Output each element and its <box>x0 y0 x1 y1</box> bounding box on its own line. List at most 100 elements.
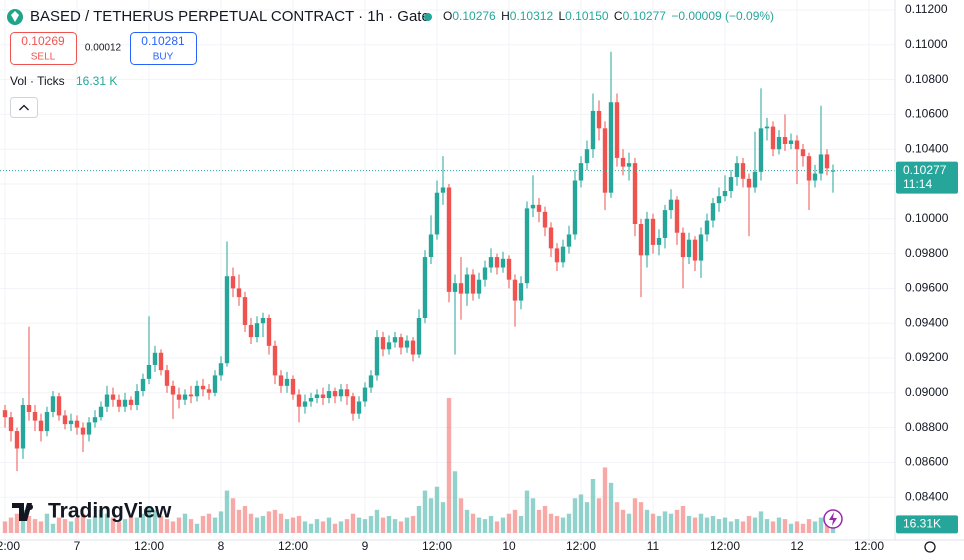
volume-bar <box>464 509 470 533</box>
candle-body <box>590 110 596 150</box>
candle-body <box>236 288 242 298</box>
candle-body <box>608 102 614 193</box>
candle-body <box>116 399 122 407</box>
x-tick-label: 9 <box>362 539 369 553</box>
volume-bar <box>350 513 356 533</box>
volume-bar <box>104 513 110 533</box>
candle-body <box>20 404 26 449</box>
candle-body <box>248 324 254 338</box>
volume-bar <box>14 513 20 533</box>
volume-bar <box>68 521 74 533</box>
volume-bar <box>116 521 122 533</box>
candle-body <box>134 391 140 405</box>
x-tick-label: 8 <box>218 539 225 553</box>
candle-body <box>212 375 218 393</box>
volume-bar <box>632 498 638 533</box>
candle-body <box>758 128 764 172</box>
candle-body <box>698 234 704 261</box>
candle-body <box>332 391 338 397</box>
candle-body <box>146 364 152 379</box>
candle-body <box>314 394 320 399</box>
candle-body <box>686 239 692 258</box>
volume-bar <box>266 511 272 533</box>
volume-bar <box>296 516 302 533</box>
settings-icon[interactable] <box>924 541 936 553</box>
sell-button[interactable] <box>10 32 77 65</box>
candle-body <box>230 276 236 289</box>
volume-bar <box>416 506 422 533</box>
volume-bar <box>746 516 752 533</box>
candle-body <box>122 399 128 407</box>
volume-value-label: 16.31K <box>903 517 941 531</box>
ohlc-legend: O0.10276 H0.10312 L0.10150 C0.10277 −0.0… <box>443 9 774 23</box>
volume-bar <box>242 506 248 533</box>
candle-body <box>752 171 758 188</box>
candle-body <box>674 199 680 233</box>
volume-bar <box>488 516 494 533</box>
candle-body <box>266 317 272 346</box>
volume-bar <box>326 517 332 533</box>
candle-body <box>362 387 368 402</box>
spread: 0.00012 <box>85 43 122 54</box>
volume-bar <box>128 516 134 533</box>
y-tick-label: 0.11000 <box>905 37 948 51</box>
y-tick-label: 0.09400 <box>905 315 949 329</box>
candle-body <box>650 218 656 245</box>
candle-body <box>200 385 206 390</box>
candle-body <box>152 352 158 365</box>
buy-label: BUY <box>153 52 174 63</box>
x-tick-label: 12:00 <box>854 539 884 553</box>
c-value: 0.10277 <box>623 9 667 23</box>
volume-bar <box>332 523 338 533</box>
volume-bar <box>500 517 506 533</box>
candle-body <box>416 317 422 355</box>
volume-bar <box>248 513 254 533</box>
candle-body <box>194 385 200 397</box>
x-tick-label: 12:00 <box>0 539 20 553</box>
candle-body <box>572 180 578 235</box>
candle-body <box>320 394 326 399</box>
volume-bar <box>482 519 488 533</box>
volume-bar <box>380 517 386 533</box>
volume-bar <box>434 486 440 533</box>
candle-body <box>350 396 356 414</box>
y-tick-label: 0.09200 <box>905 350 949 364</box>
volume-bar <box>620 509 626 533</box>
volume-value-box <box>896 515 958 534</box>
volume-bar <box>44 513 50 533</box>
volume-bar <box>584 502 590 533</box>
candle-body <box>56 396 62 416</box>
candle-body <box>224 276 230 364</box>
candle-body <box>794 140 800 150</box>
volume-bar <box>152 509 158 533</box>
candle-body <box>86 422 92 435</box>
volume-bar <box>788 523 794 533</box>
candle-body <box>824 154 830 169</box>
candle-body <box>578 163 584 181</box>
symbol-icon-glyph <box>11 11 19 22</box>
candle-body <box>272 345 278 376</box>
volume-bar <box>200 516 206 533</box>
candle-body <box>620 157 626 167</box>
volume-bar <box>722 517 728 533</box>
candle-body <box>530 204 536 209</box>
volume-bar <box>290 517 296 533</box>
volume-bar <box>536 509 542 533</box>
brand-logo <box>12 503 32 521</box>
volume-bar <box>284 519 290 533</box>
collapse-button[interactable] <box>10 97 38 118</box>
x-tick-label: 12:00 <box>566 539 596 553</box>
candle-body <box>218 363 224 376</box>
candle-body <box>74 420 80 428</box>
y-tick-label: 0.08800 <box>905 420 949 434</box>
candle-body <box>818 154 824 174</box>
x-tick-label: 10 <box>502 539 516 553</box>
volume-bar <box>524 490 530 533</box>
volume-bar <box>506 513 512 533</box>
candle-body <box>728 177 734 191</box>
volume-bar <box>650 513 656 533</box>
buy-button[interactable] <box>130 32 197 65</box>
candle-body <box>104 394 110 407</box>
candle-body <box>734 163 740 178</box>
